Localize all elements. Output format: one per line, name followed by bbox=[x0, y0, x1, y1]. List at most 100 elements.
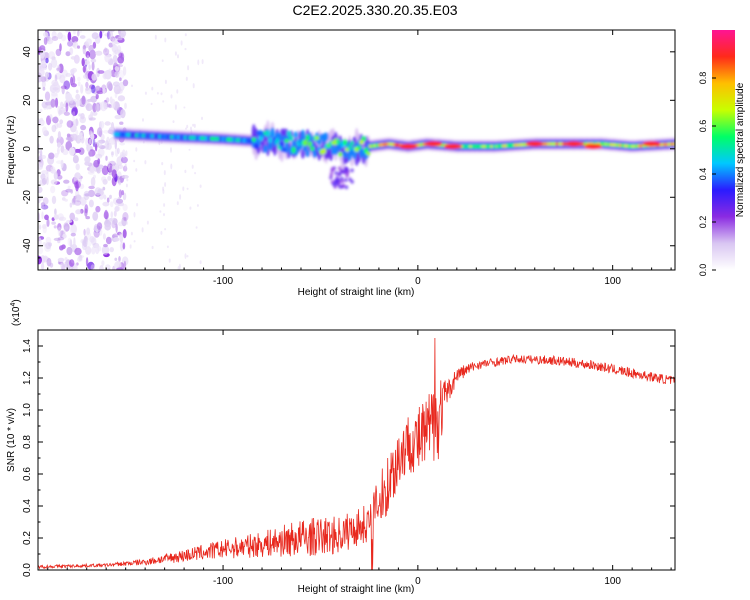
noise-speckle bbox=[82, 65, 86, 73]
noise-speckle bbox=[77, 45, 80, 49]
noise-speckle bbox=[125, 221, 128, 225]
ridge-cell bbox=[268, 141, 273, 151]
noise-speckle bbox=[54, 208, 57, 216]
snr-plot-area bbox=[38, 337, 675, 570]
noise-speckle bbox=[82, 45, 86, 50]
noise-speckle bbox=[49, 114, 53, 120]
noise-speckle bbox=[65, 136, 73, 141]
noise-speckle bbox=[76, 262, 79, 266]
noise-speckle bbox=[84, 161, 91, 166]
noise-speckle bbox=[189, 206, 192, 210]
noise-speckle bbox=[96, 90, 104, 95]
noise-speckle bbox=[77, 175, 82, 183]
noise-speckle bbox=[70, 223, 77, 233]
noise-speckle bbox=[42, 197, 49, 205]
ridge-cell bbox=[342, 170, 347, 175]
noise-speckle bbox=[88, 185, 95, 190]
spectral-ridge bbox=[113, 119, 675, 190]
ridge-cell bbox=[330, 166, 335, 171]
noise-speckle bbox=[104, 223, 111, 231]
noise-speckle bbox=[54, 153, 59, 158]
noise-speckle bbox=[56, 142, 62, 148]
ridge-cell bbox=[307, 141, 313, 147]
y-tick-label: 1.4 bbox=[22, 339, 33, 353]
noise-speckle bbox=[45, 242, 52, 250]
noise-speckle bbox=[39, 117, 44, 122]
noise-speckle bbox=[163, 203, 166, 207]
noise-speckle bbox=[108, 160, 116, 167]
ridge-cell bbox=[305, 134, 310, 141]
ridge-cell bbox=[291, 140, 296, 150]
noise-speckle bbox=[166, 245, 169, 249]
noise-speckle bbox=[89, 167, 95, 173]
noise-speckle bbox=[186, 124, 189, 129]
noise-speckle bbox=[117, 164, 124, 170]
ridge-cell bbox=[345, 173, 349, 178]
noise-speckle bbox=[57, 257, 65, 263]
noise-speckle bbox=[73, 41, 78, 49]
noise-speckle bbox=[116, 88, 123, 94]
noise-speckle bbox=[108, 104, 113, 109]
noise-speckle bbox=[111, 151, 114, 158]
noise-speckle bbox=[119, 241, 124, 252]
noise-speckle bbox=[65, 51, 71, 57]
noise-speckle bbox=[95, 103, 100, 113]
noise-speckle bbox=[112, 81, 120, 87]
noise-speckle bbox=[184, 169, 187, 174]
noise-speckle bbox=[88, 150, 93, 158]
noise-speckle bbox=[41, 262, 45, 270]
noise-speckle bbox=[70, 68, 75, 74]
noise-speckle bbox=[88, 138, 92, 145]
noise-speckle bbox=[41, 80, 46, 89]
ridge-cell bbox=[303, 145, 308, 152]
noise-speckle bbox=[63, 179, 70, 184]
noise-speckle bbox=[196, 204, 199, 207]
noise-speckle bbox=[78, 147, 85, 155]
noise-speckle bbox=[70, 56, 77, 60]
noise-speckle bbox=[75, 93, 81, 100]
noise-speckle bbox=[119, 121, 124, 125]
noise-speckle bbox=[129, 244, 132, 249]
noise-speckle bbox=[52, 87, 59, 91]
noise-speckle bbox=[57, 226, 62, 237]
noise-speckle bbox=[40, 202, 46, 207]
noise-speckle bbox=[83, 235, 88, 244]
noise-speckle bbox=[85, 155, 91, 163]
noise-speckle bbox=[58, 109, 63, 116]
noise-speckle bbox=[117, 147, 120, 155]
noise-speckle bbox=[57, 131, 62, 140]
noise-speckle bbox=[83, 60, 90, 65]
noise-speckle bbox=[136, 203, 139, 207]
noise-speckle bbox=[117, 56, 125, 64]
y-tick-label: 0.2 bbox=[22, 531, 33, 545]
noise-speckle bbox=[151, 86, 154, 91]
noise-speckle bbox=[194, 172, 197, 175]
noise-speckle bbox=[201, 116, 203, 120]
noise-speckle bbox=[199, 184, 202, 188]
ridge-peak bbox=[584, 143, 603, 149]
noise-speckle bbox=[121, 216, 127, 227]
noise-speckle bbox=[86, 227, 91, 235]
noise-speckle bbox=[49, 135, 54, 144]
x-tick-label: 100 bbox=[604, 276, 621, 287]
noise-speckle bbox=[43, 31, 49, 38]
noise-speckle bbox=[156, 92, 159, 95]
noise-speckle bbox=[53, 214, 59, 220]
noise-speckle bbox=[85, 51, 91, 59]
noise-speckle bbox=[65, 102, 69, 113]
noise-speckle bbox=[71, 36, 79, 43]
noise-speckle bbox=[84, 156, 91, 163]
noise-speckle bbox=[67, 31, 72, 42]
noise-speckle bbox=[79, 132, 83, 140]
noise-speckle bbox=[102, 178, 108, 185]
y-tick-label: -20 bbox=[22, 190, 33, 205]
noise-speckle bbox=[96, 167, 101, 174]
noise-speckle bbox=[101, 176, 107, 182]
noise-speckle bbox=[89, 49, 96, 60]
ridge-cell bbox=[329, 172, 334, 177]
noise-speckle bbox=[56, 64, 61, 73]
noise-speckle bbox=[52, 116, 59, 124]
noise-speckle bbox=[38, 224, 42, 230]
noise-speckle bbox=[85, 246, 92, 255]
noise-speckle bbox=[72, 197, 76, 203]
